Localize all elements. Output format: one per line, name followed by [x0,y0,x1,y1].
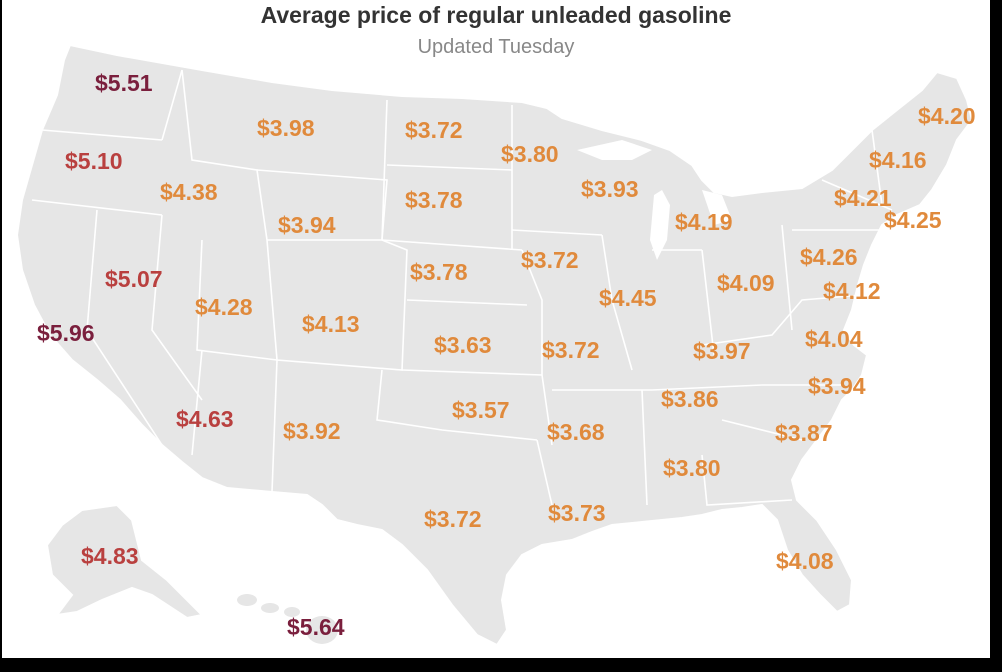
price-hi: $5.64 [287,614,345,640]
price-wa: $5.51 [95,70,153,96]
price-ky: $3.97 [693,338,751,364]
price-vt: $4.16 [869,147,927,173]
price-ut: $4.28 [195,294,253,320]
map-figure: Average price of regular unleaded gasoli… [2,0,990,658]
price-wy: $3.94 [278,212,336,238]
price-fl: $4.08 [776,548,834,574]
price-az: $4.63 [176,406,234,432]
price-ar: $3.68 [547,419,605,445]
state-borders [31,69,893,506]
price-ne: $3.78 [410,259,468,285]
price-in: $4.09 [717,270,775,296]
price-la: $3.73 [548,500,606,526]
price-pa: $4.26 [800,244,858,270]
us-land [15,43,974,647]
price-ak: $4.83 [81,543,139,569]
price-nv: $5.07 [105,266,163,292]
hawaii-land [237,594,338,644]
price-ca: $5.96 [37,320,95,346]
price-ma: $4.25 [884,207,942,233]
price-ms: $3.80 [663,455,721,481]
price-mi: $4.19 [675,209,733,235]
price-sc: $3.87 [775,420,833,446]
lake-michigan [650,190,670,260]
page-subtitle: Updated Tuesday [417,36,575,58]
price-mn: $3.80 [501,141,559,167]
price-tn: $3.86 [661,386,719,412]
lake-huron [702,190,732,225]
price-or: $5.10 [65,148,123,174]
price-nd: $3.72 [405,117,463,143]
price-nc: $3.94 [808,373,866,399]
price-me: $4.20 [918,103,976,129]
price-tx: $3.72 [424,506,482,532]
price-nj: $4.12 [823,278,881,304]
alaska-land [45,503,205,620]
page-title: Average price of regular unleaded gasoli… [260,2,732,28]
price-nm: $3.92 [283,418,341,444]
price-mo: $3.72 [542,337,600,363]
price-wi: $3.93 [581,176,639,202]
price-id: $4.38 [160,179,218,205]
price-il: $4.45 [599,285,657,311]
price-ia: $3.72 [521,247,579,273]
price-va: $4.04 [805,326,863,352]
lake-superior [577,140,652,160]
price-ks: $3.63 [434,332,492,358]
price-mt: $3.98 [257,115,315,141]
price-sd: $3.78 [405,187,463,213]
price-ok: $3.57 [452,397,510,423]
price-ny: $4.21 [834,185,892,211]
price-co: $4.13 [302,311,360,337]
us-map [15,43,974,647]
